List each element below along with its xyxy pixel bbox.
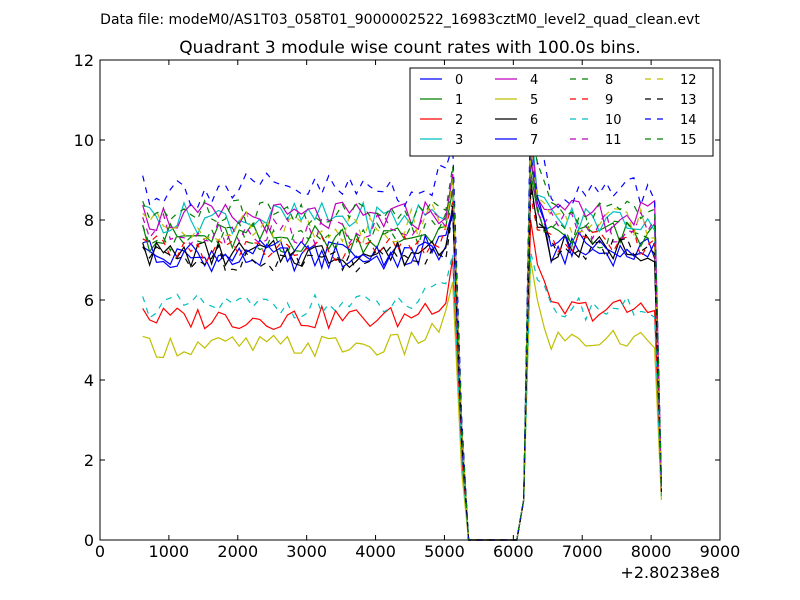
legend-label-8: 8 bbox=[605, 73, 613, 88]
legend-box bbox=[409, 67, 714, 157]
x-tick-label: 8000 bbox=[631, 542, 672, 561]
x-tick-label: 7000 bbox=[562, 542, 603, 561]
legend-label-13: 13 bbox=[680, 93, 697, 108]
y-tick-label: 2 bbox=[84, 451, 94, 470]
series-line-10 bbox=[142, 251, 662, 541]
series-line-15 bbox=[142, 127, 662, 541]
x-tick-label: 2000 bbox=[217, 542, 258, 561]
legend-label-0: 0 bbox=[455, 73, 463, 88]
x-tick-label: 6000 bbox=[493, 542, 534, 561]
legend-label-6: 6 bbox=[530, 113, 538, 128]
y-tick-label: 0 bbox=[84, 531, 94, 550]
y-tick-label: 10 bbox=[74, 131, 94, 150]
legend-label-5: 5 bbox=[530, 93, 538, 108]
series-line-13 bbox=[142, 187, 662, 541]
series-line-12 bbox=[142, 147, 662, 541]
series-line-3 bbox=[142, 119, 662, 541]
series-line-2 bbox=[142, 219, 662, 541]
y-tick-label: 12 bbox=[74, 51, 94, 70]
suptitle: Data file: modeM0/AS1T03_058T01_90000025… bbox=[100, 12, 700, 28]
series-line-5 bbox=[142, 259, 662, 541]
legend-label-15: 15 bbox=[680, 133, 697, 148]
x-tick-label: 4000 bbox=[355, 542, 396, 561]
x-tick-label: 1000 bbox=[149, 542, 190, 561]
legend-label-4: 4 bbox=[530, 73, 538, 88]
x-tick-label: 5000 bbox=[424, 542, 465, 561]
x-tick-label: 9000 bbox=[700, 542, 741, 561]
series-line-7 bbox=[142, 151, 662, 541]
y-tick-label: 6 bbox=[84, 291, 94, 310]
series-line-1 bbox=[142, 171, 662, 541]
x-tick-label: 3000 bbox=[286, 542, 327, 561]
x-tick-label: 0 bbox=[95, 542, 105, 561]
x-offset-label: +2.80238e8 bbox=[620, 563, 720, 582]
plot-lines bbox=[142, 99, 662, 541]
legend-label-2: 2 bbox=[455, 113, 463, 128]
legend-label-1: 1 bbox=[455, 93, 463, 108]
chart-title: Quadrant 3 module wise count rates with … bbox=[179, 38, 640, 58]
axes: 0 1000 2000 3000 4000 5000 6000 7000 8000 9000 0 2 4… bbox=[74, 51, 741, 561]
series-line-11 bbox=[142, 155, 662, 541]
legend-label-3: 3 bbox=[455, 133, 463, 148]
series-line-9 bbox=[142, 195, 662, 541]
series-line-8 bbox=[142, 155, 662, 541]
y-tick-label: 4 bbox=[84, 371, 94, 390]
legend-label-12: 12 bbox=[680, 73, 697, 88]
legend-label-7: 7 bbox=[530, 133, 538, 148]
legend-label-11: 11 bbox=[605, 133, 622, 148]
y-tick-label: 8 bbox=[84, 211, 94, 230]
legend-label-9: 9 bbox=[605, 93, 613, 108]
legend-label-10: 10 bbox=[605, 113, 622, 128]
legend-label-14: 14 bbox=[680, 113, 697, 128]
